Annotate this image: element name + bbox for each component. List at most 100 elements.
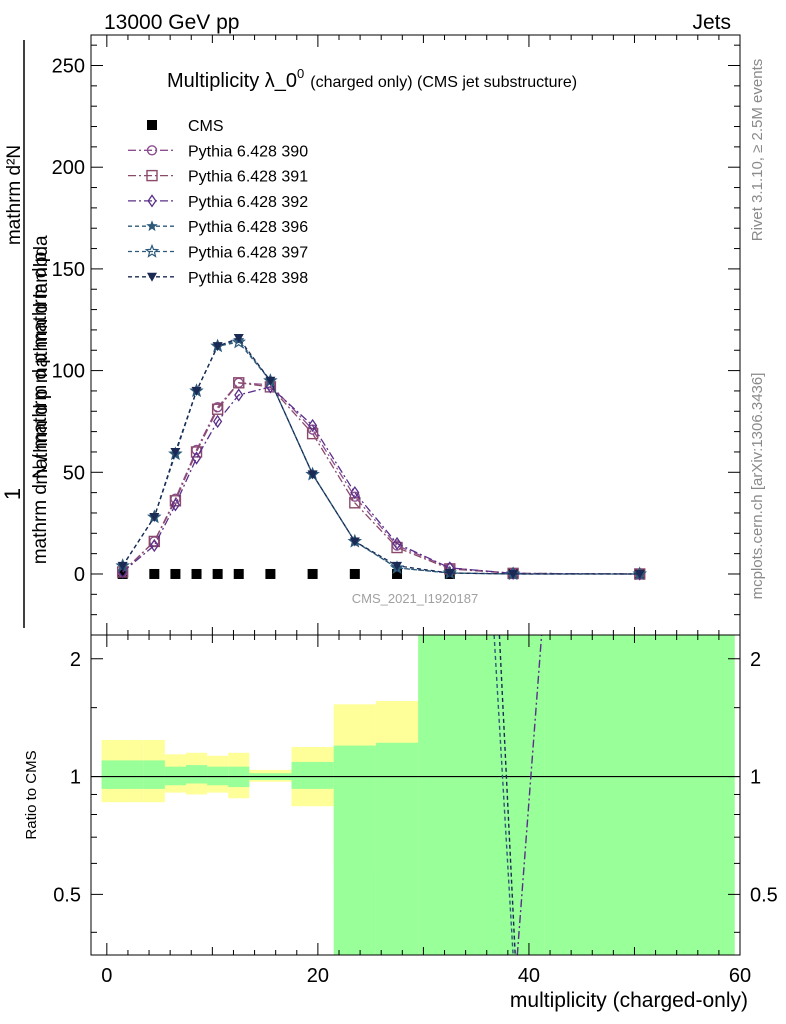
data-point xyxy=(308,418,318,433)
data-point xyxy=(307,470,318,480)
legend-entry: Pythia 6.428 398 xyxy=(128,270,308,287)
legend-entry: Pythia 6.428 390 xyxy=(128,143,308,160)
ratio-ylabel: Ratio to CMS xyxy=(23,750,40,839)
series-line xyxy=(122,382,640,575)
series-line xyxy=(122,337,640,575)
data-point xyxy=(149,538,159,553)
uncertainty-band-inner xyxy=(481,635,545,955)
upper-title: Multiplicity λ_00 (charged only) (CMS jet… xyxy=(167,66,577,92)
data-point xyxy=(634,569,645,579)
ylabel-inner: mathrm d p mathrm d lambda xyxy=(31,235,52,485)
data-point xyxy=(117,568,128,579)
data-point xyxy=(392,536,402,551)
series-line xyxy=(122,386,640,575)
legend-marker xyxy=(146,145,158,156)
series-pythia-6-428-392 xyxy=(118,380,645,581)
data-point xyxy=(349,491,361,502)
ratio-axis-ticks: 0.5 0.51 12 20 20 40 60 xyxy=(53,635,778,987)
legend-marker xyxy=(146,220,158,232)
ratio-series xyxy=(493,634,543,956)
title-main: Multiplicity λ_0 xyxy=(167,70,297,92)
legend-marker xyxy=(147,120,157,130)
ratio-series-line xyxy=(493,634,514,956)
legend-label: Pythia 6.428 397 xyxy=(188,245,308,262)
ylabel-numerator: 1 xyxy=(0,488,25,500)
data-point xyxy=(508,569,519,579)
y-tick-label: 0 xyxy=(74,564,85,586)
y-tick-label: 150 xyxy=(52,259,85,281)
data-point xyxy=(191,386,202,396)
legend-label: Pythia 6.428 391 xyxy=(188,169,308,186)
series-pythia-6-428-398 xyxy=(117,334,645,579)
uncertainty-band-inner xyxy=(143,760,165,789)
data-point xyxy=(265,568,276,579)
uncertainty-band-inner xyxy=(544,635,735,955)
ratio-tick-label-right: 2 xyxy=(750,649,761,671)
ylabel-inner-d2n: mathrm d²N xyxy=(4,145,25,245)
data-point xyxy=(212,342,223,352)
legend-marker xyxy=(147,194,157,208)
upper-axis-ticks: 0 50 100 150 200 250 xyxy=(52,35,741,635)
data-point xyxy=(170,447,181,457)
data-point xyxy=(307,568,318,579)
ratio-panel: 0.5 0.51 12 20 20 40 60 Ratio to CMS multiplic… xyxy=(23,634,778,1012)
uncertainty-band-inner xyxy=(375,742,419,955)
uncertainty-band-inner xyxy=(291,761,334,789)
uncertainty-band-inner xyxy=(101,760,144,789)
legend-entry: Pythia 6.428 392 xyxy=(128,194,308,211)
data-point xyxy=(444,568,455,578)
legend-marker xyxy=(147,272,157,282)
side-label-rivet: Rivet 3.1.10, ≥ 2.5M events xyxy=(749,59,766,242)
title-subtitle: (charged only) (CMS jet substructure) xyxy=(310,74,577,91)
legend-label: Pythia 6.428 392 xyxy=(188,194,308,211)
ratio-series-line xyxy=(516,634,543,956)
legend-entry: Pythia 6.428 397 xyxy=(128,243,308,262)
ratio-tick-label-right: 0.5 xyxy=(750,884,778,906)
data-point xyxy=(392,561,403,571)
data-point xyxy=(306,427,319,440)
uncertainty-band-inner xyxy=(333,745,376,955)
data-point xyxy=(212,568,223,579)
legend-marker xyxy=(146,169,158,182)
x-tick-label: 0 xyxy=(101,965,112,987)
legend-label: Pythia 6.428 396 xyxy=(188,219,308,236)
y-tick-label: 250 xyxy=(52,56,85,78)
data-point xyxy=(117,561,128,571)
legend-entry: Pythia 6.428 396 xyxy=(128,219,308,236)
legend-label: Pythia 6.428 398 xyxy=(188,270,308,287)
data-point xyxy=(211,403,224,415)
legend-entry: CMS xyxy=(147,118,224,135)
data-point xyxy=(231,334,246,349)
ratio-tick-label-left: 2 xyxy=(70,649,81,671)
title-superscript: 0 xyxy=(297,66,304,81)
side-label-mcplots: mcplots.cern.ch [arXiv:1306.3436] xyxy=(749,373,766,600)
y-tick-label: 100 xyxy=(52,361,85,383)
series-line xyxy=(122,382,640,575)
data-point xyxy=(265,376,276,386)
x-tick-label: 20 xyxy=(307,965,329,987)
watermark: CMS_2021_I1920187 xyxy=(352,591,479,606)
data-point xyxy=(170,498,181,512)
data-point xyxy=(233,377,245,389)
x-tick-label: 40 xyxy=(518,965,540,987)
legend-entry: Pythia 6.428 391 xyxy=(128,169,308,186)
series-pythia-6-428-391 xyxy=(116,377,646,580)
ylabel-lower: mathrm d N / mathrm d p mathrm d p xyxy=(30,252,51,565)
upper-series xyxy=(115,334,648,581)
uncertainty-band-inner xyxy=(185,765,208,784)
uncertainty-band-inner xyxy=(418,635,482,955)
data-point xyxy=(349,537,360,547)
data-point xyxy=(233,334,244,344)
legend-label: CMS xyxy=(188,118,224,135)
ratio-series-line xyxy=(498,634,516,956)
x-axis-label: multiplicity (charged-only) xyxy=(510,989,748,1012)
series-pythia-6-428-390 xyxy=(117,377,645,580)
legend-marker xyxy=(144,243,160,258)
legend: CMS Pythia 6.428 390 Pythia 6.428 391 Pythi… xyxy=(128,118,308,287)
header-category: Jets xyxy=(692,11,731,34)
upper-ylabel: 1 mathrm d p mathrm d lambda mathrm d²N … xyxy=(0,40,52,628)
data-point xyxy=(349,568,360,579)
ratio-bands xyxy=(91,635,740,955)
ratio-tick-label-left: 1 xyxy=(70,767,81,789)
